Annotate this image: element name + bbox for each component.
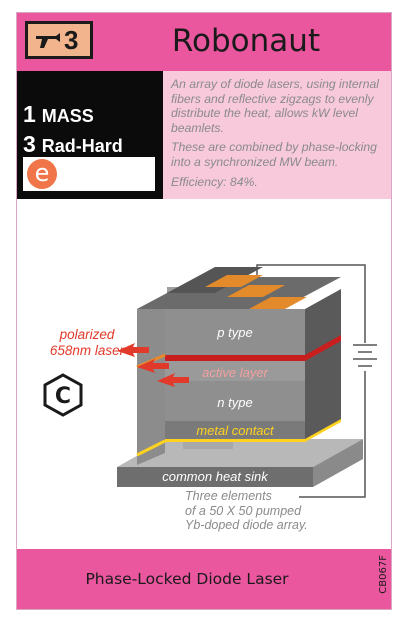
laser-arrow-2: [137, 359, 169, 373]
gold-contact-3: [249, 297, 307, 309]
thrust-ship-icon: [36, 33, 60, 48]
description-para-1: An array of diode lasers, using internal…: [171, 77, 379, 135]
top-face-grid: [167, 267, 263, 293]
laser-arrow-1: [117, 343, 149, 357]
mass-label: MASS: [41, 106, 94, 126]
thrust-badge: 3: [25, 21, 93, 59]
mass-stat: 1 MASS: [23, 101, 94, 128]
description-panel: [163, 71, 391, 199]
card-code: CB067F: [378, 555, 389, 594]
right-face: [305, 289, 341, 441]
active-layer-label: active layer: [202, 365, 268, 380]
type-box: e: [23, 157, 155, 191]
active-layer: [165, 361, 305, 381]
p-type-label: p type: [216, 325, 252, 340]
rad-value: 3: [23, 131, 36, 157]
laser-label: polarized 658nm laser: [37, 327, 137, 359]
type-e-icon: e: [27, 159, 57, 189]
laser-arrow-3: [157, 373, 189, 387]
synergy-symbol: C: [55, 384, 71, 409]
description: An array of diode lasers, using internal…: [171, 77, 385, 194]
wire-bottom: [299, 371, 366, 498]
metal-contact-label: metal contact: [196, 423, 275, 438]
card: 3 Robonaut 1 MASS 3 Rad-Hard e An array of…: [16, 12, 392, 610]
mass-value: 1: [23, 101, 36, 127]
heat-sink-side: [313, 439, 363, 487]
n-type-layer: [165, 381, 305, 421]
caption-line-1: Three elements: [185, 489, 272, 503]
diagram-caption: Three elements of a 50 X 50 pumped Yb-do…: [185, 489, 355, 533]
battery-icon: [353, 344, 377, 367]
description-para-2: These are combined by phase-locking into…: [171, 140, 377, 169]
card-title: Robonaut: [171, 23, 321, 59]
heat-sink-front: [117, 467, 313, 487]
laser-label-line-2: 658nm laser: [49, 343, 125, 358]
n-type-label: n type: [217, 395, 252, 410]
caption-line-3: Yb-doped diode array.: [185, 518, 308, 532]
metal-contact-strip: [165, 421, 305, 441]
block-front-side: [137, 295, 165, 465]
synergy-badge: C: [41, 373, 85, 422]
stats-panel: 1 MASS 3 Rad-Hard e: [17, 71, 163, 199]
heat-sink-label: common heat sink: [162, 469, 269, 484]
metal-contact-line: [165, 439, 305, 442]
right-yellow-strip: [305, 419, 341, 442]
left-yellow-strip: [136, 439, 166, 457]
gold-contact-1: [205, 275, 263, 287]
rad-label: Rad-Hard: [41, 136, 123, 156]
card-footer: Phase-Locked Diode Laser CB067F: [17, 549, 391, 609]
footer-title: Phase-Locked Diode Laser: [85, 570, 289, 588]
thrust-value: 3: [64, 24, 79, 55]
synergy-hexagon-icon: C: [43, 373, 83, 417]
card-header: 3 Robonaut: [17, 13, 391, 71]
p-type-layer: [165, 309, 305, 355]
heat-sink-top: [117, 439, 363, 467]
rad-hard-stat: 3 Rad-Hard: [23, 131, 123, 158]
diode-array-diagram: p type active layer n type metal contact…: [117, 264, 377, 498]
active-layer-strip: [165, 355, 305, 361]
description-para-3: Efficiency: 84%.: [171, 174, 258, 189]
laser-label-line-1: polarized: [59, 327, 115, 342]
caption-line-2: of a 50 X 50 pumped: [185, 503, 302, 518]
gold-contact-2: [227, 285, 285, 297]
right-red-strip: [305, 335, 341, 361]
